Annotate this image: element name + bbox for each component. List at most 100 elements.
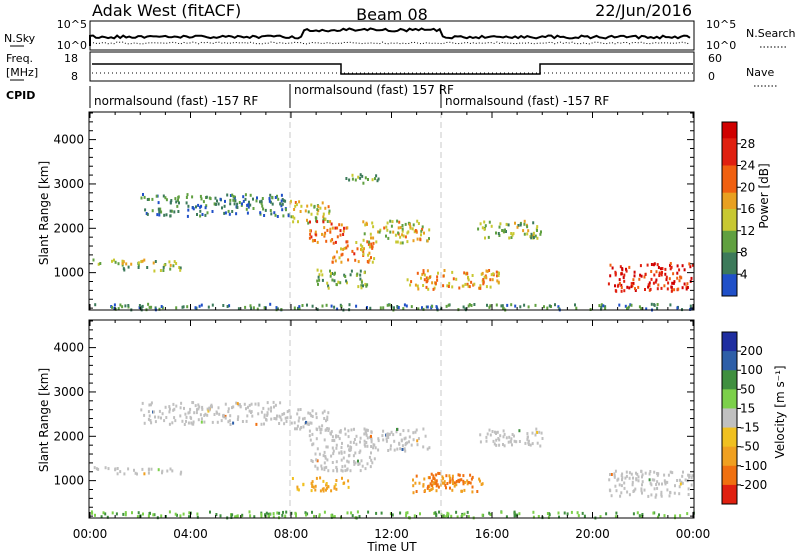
velocity-cell — [257, 403, 260, 407]
power-cell — [548, 304, 551, 308]
velocity-cell — [613, 475, 616, 479]
velocity-cell — [185, 415, 188, 419]
velocity-cell — [311, 409, 314, 413]
power-colorbar-segment — [722, 263, 737, 270]
power-cell — [314, 232, 317, 236]
power-cell — [316, 268, 319, 272]
velocity-cell — [219, 514, 222, 518]
power-cell — [361, 248, 364, 252]
velocity-cell — [413, 514, 416, 518]
velocity-cell — [392, 433, 395, 437]
velocity-cell — [518, 512, 521, 516]
power-cell — [399, 226, 402, 230]
power-cell — [322, 220, 325, 224]
power-cell — [507, 223, 510, 227]
velocity-cell — [513, 439, 516, 443]
power-cell — [185, 201, 188, 205]
velocity-cell — [434, 479, 437, 483]
power-cell — [186, 193, 189, 197]
velocity-cell — [462, 474, 465, 478]
velocity-cell — [184, 412, 187, 416]
power-colorbar-segment — [722, 176, 737, 183]
power-cell — [263, 306, 266, 310]
velocity-cell — [296, 424, 299, 428]
velocity-cell — [631, 480, 634, 484]
velocity-cell — [320, 427, 323, 431]
velocity-cell — [206, 413, 209, 417]
velocity-cell — [628, 471, 631, 475]
velocity-cell — [446, 511, 449, 515]
velocity-cell — [143, 413, 146, 417]
power-cell — [375, 240, 378, 244]
power-cell — [526, 225, 529, 229]
velocity-cell — [206, 407, 209, 411]
velocity-cell — [495, 432, 497, 435]
power-cell — [280, 193, 283, 197]
velocity-cell — [106, 515, 109, 519]
velocity-cell — [422, 427, 425, 431]
power-cell — [176, 204, 179, 208]
power-cell — [510, 236, 513, 239]
power-cell — [300, 204, 303, 208]
velocity-cell — [97, 467, 100, 471]
velocity-cell — [388, 432, 391, 436]
power-cell — [427, 287, 430, 291]
power-cell — [670, 265, 673, 269]
velocity-cell — [246, 414, 249, 418]
date-title: 22/Jun/2016 — [595, 1, 692, 20]
power-cell — [683, 268, 686, 272]
velocity-cell — [426, 486, 429, 490]
power-cell — [399, 241, 402, 245]
power-cell — [146, 266, 149, 269]
power-cell — [465, 272, 467, 276]
power-cell — [602, 304, 605, 308]
velocity-cell — [364, 444, 367, 448]
power-cell — [331, 278, 334, 282]
velocity-cell — [488, 511, 491, 515]
power-cell — [282, 199, 285, 203]
power-cell — [431, 281, 434, 285]
velocity-cell — [366, 436, 369, 440]
velocity-cell — [636, 472, 639, 476]
power-cell — [489, 304, 492, 308]
power-cell — [692, 263, 694, 267]
velocity-cell — [241, 420, 244, 423]
power-cell — [359, 243, 362, 247]
power-colorbar-label: 28 — [740, 137, 755, 151]
power-cell — [322, 212, 325, 216]
velocity-cell — [405, 441, 407, 445]
velocity-cell — [310, 489, 313, 493]
power-colorbar-segment — [722, 132, 737, 139]
velocity-cell — [374, 446, 377, 450]
cpid-segment-1: normalsound (fast) -157 RF — [94, 94, 258, 108]
power-cell — [497, 232, 500, 235]
power-cell — [270, 212, 273, 216]
velocity-cell — [346, 468, 348, 472]
velocity-cell — [387, 433, 390, 437]
velocity-cell — [204, 412, 207, 416]
power-cell — [299, 210, 302, 213]
velocity-cell — [359, 449, 362, 453]
power-cell — [379, 306, 382, 310]
velocity-cell — [614, 469, 617, 473]
velocity-cell — [332, 452, 335, 456]
power-cell — [329, 227, 332, 231]
velocity-cell — [353, 460, 355, 463]
velocity-cell — [390, 430, 393, 434]
power-cell — [519, 305, 522, 309]
power-cell — [404, 235, 407, 239]
velocity-cell — [505, 436, 508, 440]
velocity-cell — [690, 476, 693, 480]
power-cell — [163, 213, 166, 217]
power-colorbar-segment — [722, 285, 737, 292]
velocity-cell — [432, 476, 435, 480]
power-cell — [293, 208, 296, 211]
velocity-cell — [327, 469, 330, 473]
velocity-cell — [143, 472, 146, 476]
velocity-cell — [187, 411, 190, 415]
velocity-cell — [344, 432, 347, 436]
power-cell — [422, 307, 425, 311]
power-cell — [348, 303, 351, 307]
power-colorbar-title: Power [dB] — [757, 163, 771, 228]
